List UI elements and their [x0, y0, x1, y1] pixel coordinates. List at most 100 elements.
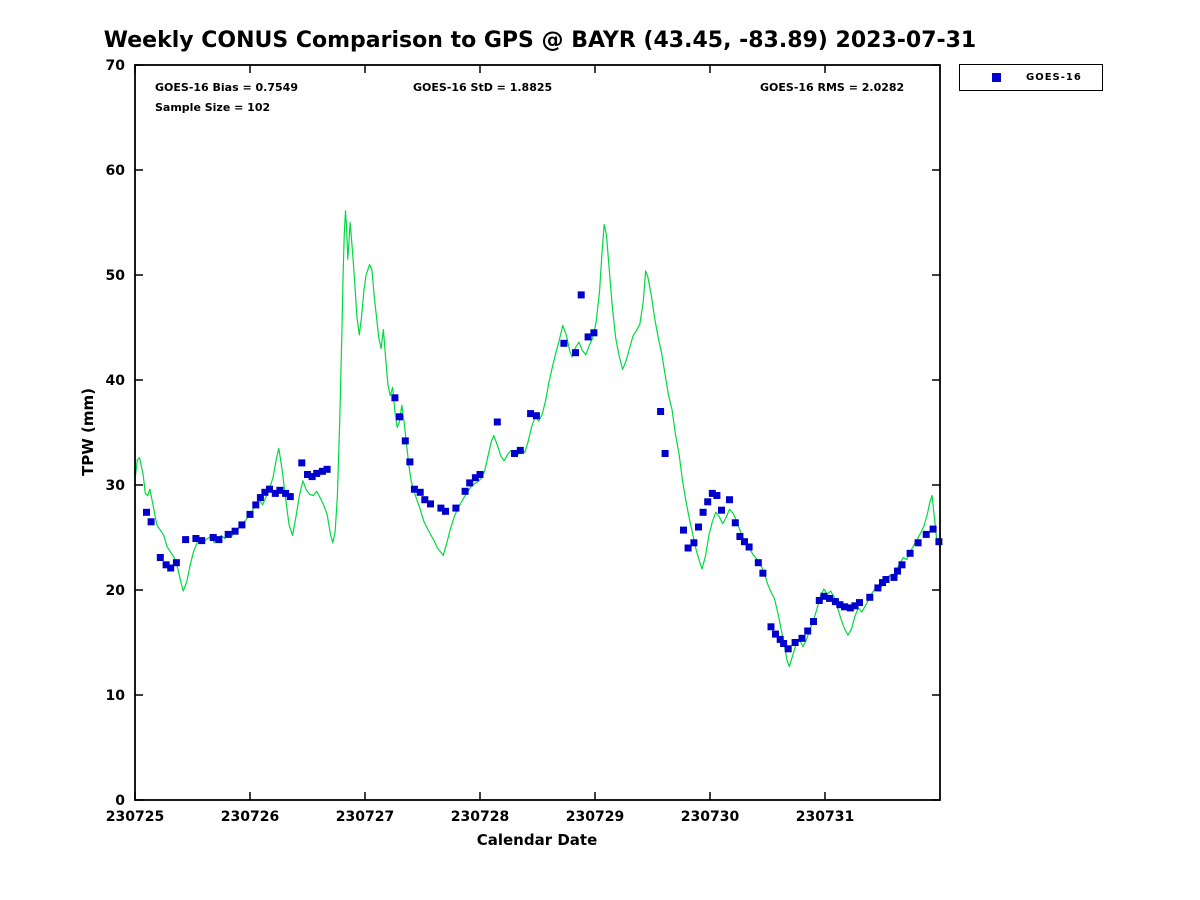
- goes16-marker: [726, 496, 733, 504]
- goes16-marker: [718, 506, 725, 514]
- goes16-marker: [684, 544, 692, 552]
- goes16-marker: [304, 471, 311, 478]
- x-tick-label: 230728: [451, 809, 509, 825]
- goes16-marker: [836, 601, 844, 609]
- goes16-marker: [396, 413, 403, 421]
- goes16-marker: [246, 510, 254, 518]
- y-tick-label: 50: [106, 268, 126, 284]
- goes16-marker: [532, 412, 540, 420]
- y-axis-label: TPW (mm): [79, 388, 97, 476]
- goes16-marker: [516, 446, 524, 454]
- y-tick-label: 40: [106, 373, 126, 389]
- goes16-marker: [282, 489, 290, 497]
- goes16-marker: [856, 599, 863, 607]
- goes16-marker: [929, 525, 937, 533]
- goes16-marker: [935, 538, 943, 546]
- legend-label: GOES-16: [1026, 72, 1082, 83]
- goes16-marker: [874, 584, 882, 592]
- goes16-marker: [493, 418, 501, 426]
- goes16-marker: [167, 564, 175, 572]
- goes16-marker: [584, 333, 592, 341]
- goes16-marker: [831, 598, 839, 606]
- x-tick-label: 230726: [221, 809, 279, 825]
- goes16-marker: [215, 536, 223, 544]
- goes16-marker: [826, 594, 834, 602]
- goes16-marker: [776, 635, 784, 643]
- goes16-marker: [511, 450, 518, 457]
- goes16-marker: [914, 539, 922, 547]
- goes16-marker: [427, 500, 434, 508]
- goes16-marker: [866, 593, 874, 601]
- y-tick-label: 0: [115, 793, 125, 809]
- goes16-marker: [442, 507, 449, 515]
- y-tick-label: 20: [106, 583, 126, 599]
- goes16-marker: [810, 618, 817, 625]
- goes16-marker: [162, 561, 170, 569]
- goes16-marker: [731, 519, 739, 527]
- y-tick-label: 70: [106, 58, 126, 74]
- goes16-marker: [466, 479, 474, 487]
- goes16-marker: [894, 567, 901, 575]
- goes16-marker: [657, 408, 665, 415]
- goes16-marker: [577, 291, 585, 299]
- goes16-marker: [476, 471, 484, 478]
- goes16-marker: [754, 559, 762, 567]
- goes16-marker: [906, 549, 914, 557]
- goes16-marker: [471, 474, 479, 482]
- goes16-marker: [286, 493, 294, 501]
- goes16-marker: [791, 639, 799, 646]
- stat-bias: GOES-16 Bias = 0.7549: [155, 81, 298, 94]
- chart-title: Weekly CONUS Comparison to GPS @ BAYR (4…: [103, 28, 977, 53]
- goes16-marker: [690, 539, 698, 547]
- stat-std: GOES-16 StD = 1.8825: [413, 81, 553, 94]
- goes16-marker: [695, 523, 702, 531]
- goes16-marker: [271, 489, 279, 497]
- x-tick-label: 230730: [681, 809, 740, 825]
- goes16-marker: [410, 485, 418, 493]
- x-tick-label: 230727: [336, 809, 394, 825]
- goes16-marker: [736, 533, 744, 540]
- x-tick-label: 230731: [796, 809, 854, 825]
- goes16-marker: [318, 467, 326, 475]
- goes16-marker: [741, 538, 748, 546]
- stat-rms: GOES-16 RMS = 2.0282: [760, 81, 905, 94]
- goes16-marker: [680, 526, 687, 534]
- goes16-marker: [416, 488, 424, 496]
- y-tick-label: 30: [106, 478, 126, 494]
- goes16-marker: [308, 473, 316, 481]
- goes16-marker: [798, 634, 806, 642]
- x-axis-label: Calendar Date: [476, 831, 598, 849]
- goes16-marker: [313, 469, 321, 477]
- stat-sample-size: Sample Size = 102: [155, 101, 271, 114]
- goes16-marker: [780, 640, 788, 647]
- goes16-marker: [391, 394, 399, 402]
- goes16-marker: [401, 437, 409, 445]
- goes16-marker: [841, 603, 849, 611]
- x-tick-label: 230725: [106, 809, 164, 825]
- goes16-marker: [708, 489, 716, 497]
- goes16-marker: [256, 494, 264, 502]
- goes16-marker: [406, 458, 414, 466]
- goes16-marker: [890, 573, 898, 581]
- goes16-marker: [156, 554, 164, 561]
- goes16-marker: [421, 496, 429, 504]
- goes16-marker: [804, 627, 812, 635]
- x-tick-label: 230729: [566, 809, 624, 825]
- goes16-marker: [846, 604, 854, 612]
- goes16-marker: [231, 527, 239, 535]
- goes16-marker: [882, 576, 890, 583]
- goes16-marker: [745, 543, 753, 551]
- goes16-marker: [699, 508, 707, 516]
- goes16-marker: [527, 410, 535, 418]
- goes16-marker: [192, 535, 200, 542]
- goes16-marker: [198, 537, 206, 545]
- goes16-marker: [266, 485, 273, 493]
- legend: GOES-16: [959, 64, 1103, 91]
- goes16-marker: [590, 329, 598, 337]
- goes16-marker: [143, 508, 150, 516]
- goes16-marker: [759, 569, 767, 577]
- goes16-marker: [147, 518, 155, 526]
- goes16-marker: [572, 349, 579, 357]
- goes16-marker: [815, 597, 823, 604]
